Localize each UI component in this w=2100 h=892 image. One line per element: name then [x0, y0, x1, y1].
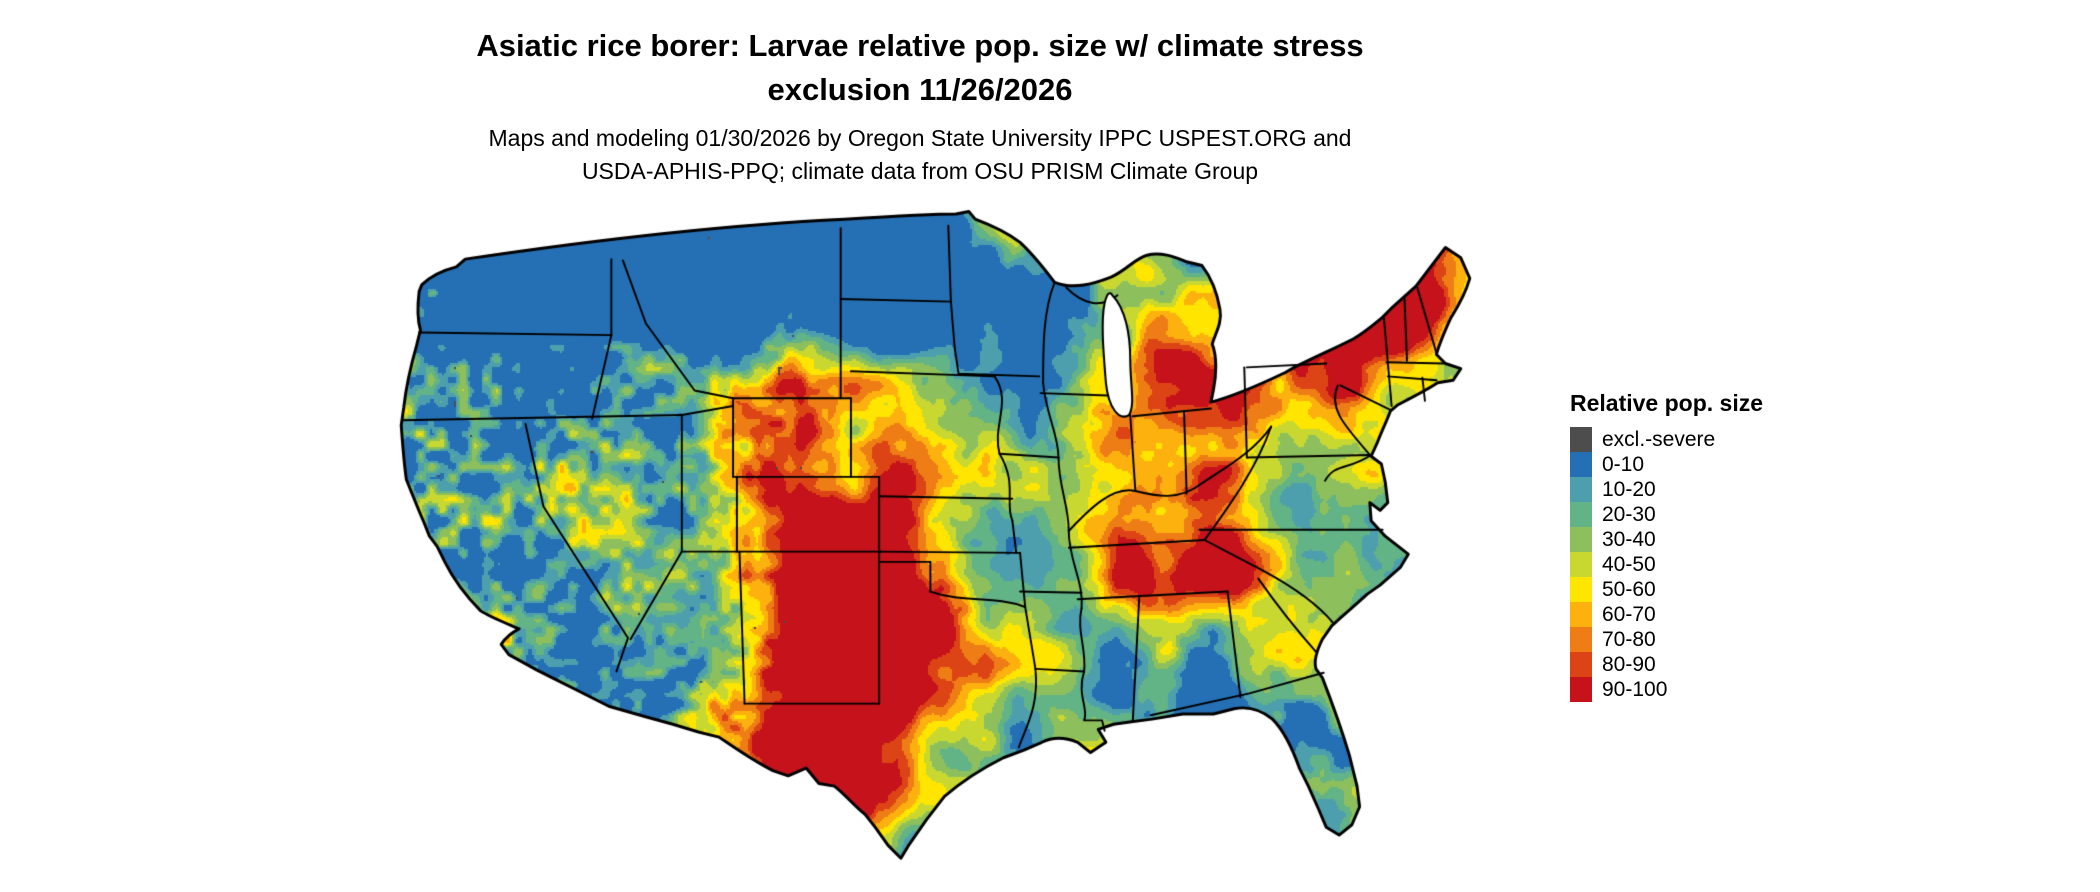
- map-subtitle-line2: USDA-APHIS-PPQ; climate data from OSU PR…: [581, 158, 1259, 185]
- map-subtitle-line1: Maps and modeling 01/30/2026 by Oregon S…: [488, 125, 1352, 151]
- legend-label: 60-70: [1602, 603, 1656, 626]
- us-map-canvas: [300, 205, 1530, 875]
- legend-swatch: [1570, 602, 1592, 627]
- legend-label: 10-20: [1602, 478, 1656, 501]
- legend-row: 60-70: [1570, 602, 1870, 627]
- legend-row: 90-100: [1570, 677, 1870, 702]
- legend-label: 30-40: [1602, 528, 1656, 551]
- legend-row: excl.-severe: [1570, 427, 1870, 452]
- legend-row: 30-40: [1570, 527, 1870, 552]
- legend: Relative pop. size excl.-severe 0-10 10-…: [1570, 390, 1870, 702]
- legend-row: 0-10: [1570, 452, 1870, 477]
- legend-title: Relative pop. size: [1570, 390, 1764, 416]
- legend-label: 90-100: [1602, 678, 1668, 701]
- legend-row: 40-50: [1570, 552, 1870, 577]
- legend-label: 20-30: [1602, 503, 1656, 526]
- legend-label: 70-80: [1602, 628, 1656, 651]
- legend-swatch: [1570, 652, 1592, 677]
- legend-row: 80-90: [1570, 652, 1870, 677]
- map-subtitle: Maps and modeling 01/30/2026 by Oregon S…: [0, 122, 1840, 189]
- legend-swatch: [1570, 677, 1592, 702]
- legend-entries: excl.-severe 0-10 10-20 20-30 30-40 40-5…: [1570, 427, 1870, 702]
- legend-swatch: [1570, 427, 1592, 452]
- legend-label: 80-90: [1602, 653, 1656, 676]
- legend-label: 50-60: [1602, 578, 1656, 601]
- legend-row: 70-80: [1570, 627, 1870, 652]
- us-map: [300, 205, 1530, 875]
- legend-row: 10-20: [1570, 477, 1870, 502]
- legend-row: 50-60: [1570, 577, 1870, 602]
- legend-swatch: [1570, 577, 1592, 602]
- legend-swatch: [1570, 527, 1592, 552]
- legend-row: 20-30: [1570, 502, 1870, 527]
- legend-swatch: [1570, 627, 1592, 652]
- legend-swatch: [1570, 477, 1592, 502]
- legend-label: excl.-severe: [1602, 428, 1716, 451]
- legend-label: 0-10: [1602, 453, 1645, 476]
- map-title-line1: Asiatic rice borer: Larvae relative pop.…: [476, 28, 1364, 63]
- map-title: Asiatic rice borer: Larvae relative pop.…: [0, 24, 1840, 112]
- map-title-line2: exclusion 11/26/2026: [767, 72, 1073, 108]
- legend-label: 40-50: [1602, 553, 1656, 576]
- legend-swatch: [1570, 502, 1592, 527]
- legend-swatch: [1570, 552, 1592, 577]
- legend-swatch: [1570, 452, 1592, 477]
